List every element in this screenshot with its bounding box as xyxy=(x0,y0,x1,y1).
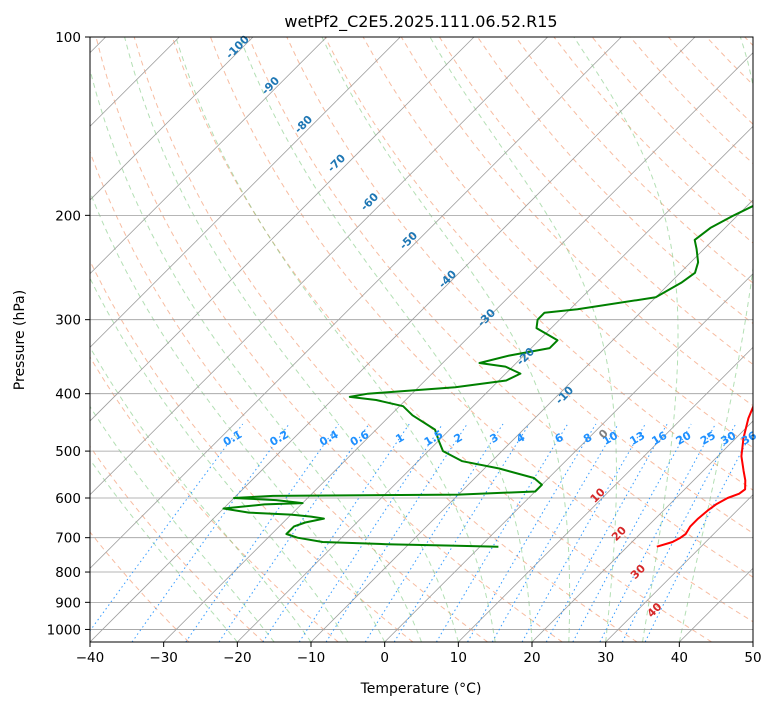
moist-adiabat-line xyxy=(90,405,275,642)
x-tick-label: 40 xyxy=(671,650,688,666)
x-tick-label: 0 xyxy=(380,650,389,666)
x-tick-label: −40 xyxy=(76,650,105,666)
x-tick-label: −20 xyxy=(223,650,252,666)
dry-adiabat-line xyxy=(171,37,712,642)
isotherm-line xyxy=(90,37,401,348)
y-tick-label: 400 xyxy=(55,387,81,403)
mixing-ratio-line xyxy=(218,423,370,642)
isotherm-line xyxy=(90,37,622,569)
mixing-ratio-line xyxy=(435,423,569,642)
grid-lines xyxy=(90,37,753,642)
y-axis-ticks: 100 200 300 400 500 600 700 800 900 1000 xyxy=(47,30,90,638)
sounding-series xyxy=(222,204,753,548)
moist-adiabat-line xyxy=(90,277,349,642)
isotherm-line xyxy=(531,420,753,642)
dry-adiabat-line xyxy=(400,37,753,407)
y-tick-label: 700 xyxy=(55,531,81,547)
y-tick-label: 300 xyxy=(55,313,81,329)
background-lines xyxy=(90,37,753,642)
dry-adiabat-line xyxy=(90,150,488,642)
plot-frame xyxy=(89,36,754,643)
moist-adiabat-line xyxy=(239,37,533,642)
isotherm-line xyxy=(384,273,753,642)
dry-adiabat-line xyxy=(95,37,563,642)
mixing-ratio-line xyxy=(545,423,668,642)
mixing-ratio-line xyxy=(298,423,444,642)
isotherm-line xyxy=(458,346,753,642)
y-tick-label: 500 xyxy=(55,444,81,460)
isotherm-line xyxy=(90,37,548,496)
x-axis-label: Temperature (°C) xyxy=(360,681,482,697)
mixing-ratio-line xyxy=(131,423,290,642)
dry-adiabat-line xyxy=(90,445,264,642)
dry-adiabat-line xyxy=(248,37,753,578)
isotherm-line xyxy=(310,199,753,642)
y-tick-label: 800 xyxy=(55,565,81,581)
moist-adiabat-line xyxy=(175,37,496,642)
dry-adiabat-line xyxy=(90,531,190,642)
isotherm-line xyxy=(90,37,696,642)
moist-adiabat-line xyxy=(90,346,312,642)
y-tick-label: 1000 xyxy=(47,622,81,638)
moist-adiabat-line xyxy=(321,37,571,642)
mixing-ratio-line xyxy=(185,423,340,642)
y-tick-label: 900 xyxy=(55,595,81,611)
moist-adiabat-line xyxy=(90,190,386,642)
x-axis-ticks: −40 −30 −20 −10 0 10 20 30 40 50 xyxy=(76,642,762,666)
x-tick-label: −30 xyxy=(149,650,178,666)
dewpoint-profile-line xyxy=(222,204,753,548)
mixing-ratio-line xyxy=(467,423,597,642)
x-tick-label: 10 xyxy=(450,650,467,666)
moist-adiabat-line xyxy=(429,37,617,642)
mixing-ratio-line xyxy=(491,423,619,642)
chart-title: wetPf2_C2E5.2025.111.06.52.R15 xyxy=(284,12,557,32)
isotherm-line xyxy=(90,37,254,201)
moist-adiabat-line xyxy=(573,37,679,642)
isotherm-line xyxy=(163,52,753,642)
dry-adiabat-line xyxy=(210,37,753,623)
x-tick-label: 20 xyxy=(523,650,540,666)
x-tick-label: −10 xyxy=(297,650,326,666)
y-axis-label: Pressure (hPa) xyxy=(12,290,28,390)
dry-adiabat-line xyxy=(515,37,753,284)
isotherm-line xyxy=(90,37,475,422)
plot-area xyxy=(90,37,753,642)
moist-adiabat-line xyxy=(124,37,459,642)
y-tick-label: 200 xyxy=(55,208,81,224)
x-tick-label: 30 xyxy=(597,650,614,666)
y-tick-label: 100 xyxy=(55,30,81,46)
moist-adiabat-line xyxy=(90,67,422,642)
moist-adiabat-line xyxy=(90,458,238,642)
mixing-ratio-line xyxy=(262,423,410,642)
isotherm-line xyxy=(237,125,753,642)
dry-adiabat-line xyxy=(438,37,753,366)
mixing-ratio-line xyxy=(90,423,244,632)
dry-adiabat-line xyxy=(133,37,638,642)
y-tick-label: 600 xyxy=(55,491,81,507)
isotherm-line xyxy=(90,37,327,275)
temperature-profile-line xyxy=(656,404,753,548)
isotherm-line xyxy=(605,494,753,642)
x-tick-label: 50 xyxy=(744,650,761,666)
